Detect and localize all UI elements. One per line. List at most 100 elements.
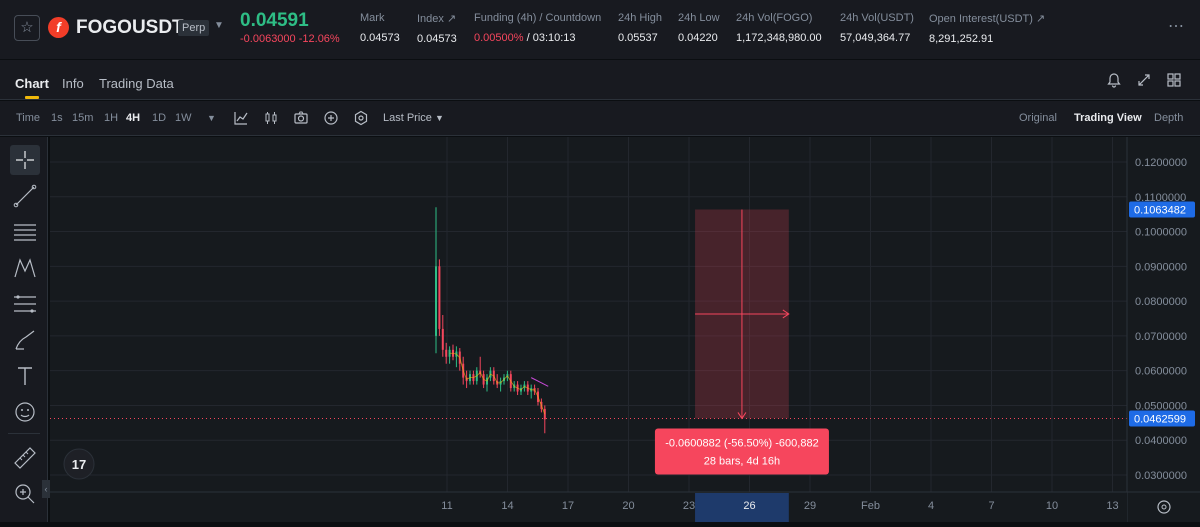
x-tick-label: 17 <box>562 500 574 512</box>
stat-label[interactable]: Open Interest(USDT) ↗ <box>929 13 1046 25</box>
collapse-toolbar-icon[interactable]: ‹ <box>42 480 50 498</box>
stat-label: Mark <box>360 12 385 24</box>
price-change-pct: -12.06% <box>298 33 340 45</box>
drawing-toolbar: ‹ <box>0 137 50 522</box>
trend-line <box>530 377 549 387</box>
price-source-select[interactable]: Last Price ▼ <box>383 112 444 124</box>
y-tick-label: 0.1200000 <box>1135 157 1187 169</box>
price-chart[interactable]: -0.0600882 (-56.50%) -600,882 28 bars, 4d… <box>50 137 1200 522</box>
tradingview-logo-icon: 17 <box>72 457 86 472</box>
stat-24h-vol-usdt: 24h Vol(USDT) 57,049,364.77 <box>840 12 914 44</box>
stat-value: 0.04573 <box>360 32 400 44</box>
measure-arrow-head <box>782 309 790 319</box>
tool-divider <box>8 433 40 434</box>
price-source-label: Last Price <box>383 112 432 124</box>
symbol-name[interactable]: FOGOUSDT <box>76 17 184 38</box>
measure-x-range <box>695 493 789 522</box>
y-tick-label: 0.0400000 <box>1135 435 1187 447</box>
stat-open-interest: Open Interest(USDT) ↗ 8,291,252.91 <box>929 12 1045 45</box>
x-tick-label: 14 <box>501 500 513 512</box>
pattern-tool-icon[interactable] <box>10 253 40 283</box>
stat-label: 24h Vol(FOGO) <box>736 12 813 24</box>
trend-line-tool-icon[interactable] <box>10 181 40 211</box>
perp-badge: Perp <box>178 20 210 36</box>
add-indicator-icon[interactable] <box>323 110 339 126</box>
y-tick-label: 0.1100000 <box>1135 192 1186 204</box>
x-tick-label: 4 <box>928 500 934 512</box>
chevron-down-icon: ▼ <box>434 113 444 123</box>
fib-tool-icon[interactable] <box>10 289 40 319</box>
tab-chart[interactable]: Chart <box>15 76 49 91</box>
bell-icon[interactable] <box>1106 72 1122 88</box>
stat-label: Funding (4h) / Countdown <box>474 12 602 24</box>
view-original[interactable]: Original <box>1019 112 1057 124</box>
interval-dropdown-icon[interactable]: ▼ <box>207 113 216 123</box>
candle-body <box>441 328 444 350</box>
ruler-tool-icon[interactable] <box>10 443 40 473</box>
interval-1w[interactable]: 1W <box>175 112 192 124</box>
layout-grid-icon[interactable] <box>1166 72 1182 88</box>
more-options-icon[interactable]: ⋯ <box>1168 18 1185 35</box>
x-tick-label: Feb <box>861 500 880 512</box>
stat-funding: Funding (4h) / Countdown 0.00500% / 03:1… <box>474 12 601 44</box>
price-change: -0.0063000 -12.06% <box>240 33 340 45</box>
y-tick-label: 0.0700000 <box>1135 331 1187 343</box>
favorite-star-icon[interactable]: ☆ <box>14 15 40 41</box>
indicator-chart-icon[interactable] <box>233 110 249 126</box>
stat-label[interactable]: Index ↗ <box>417 13 457 25</box>
stat-index: Index ↗ 0.04573 <box>417 12 457 45</box>
symbol-dropdown-icon[interactable]: ▼ <box>214 20 224 31</box>
stat-label: 24h Vol(USDT) <box>840 12 914 24</box>
measure-label-duration: 28 bars, 4d 16h <box>704 455 780 467</box>
camera-icon[interactable] <box>293 110 309 126</box>
tab-trading-data[interactable]: Trading Data <box>99 76 174 91</box>
x-axis-band <box>50 492 1127 522</box>
zoom-in-tool-icon[interactable] <box>10 479 40 509</box>
tab-info[interactable]: Info <box>62 76 84 91</box>
candle-type-icon[interactable] <box>263 110 279 126</box>
crosshair-tool-icon[interactable] <box>10 145 40 175</box>
view-trading-view[interactable]: Trading View <box>1074 112 1142 124</box>
funding-rate: 0.00500% <box>474 32 524 44</box>
horizontal-lines-tool-icon[interactable] <box>10 217 40 247</box>
interval-4h[interactable]: 4H <box>126 112 141 124</box>
interval-1h[interactable]: 1H <box>104 112 119 124</box>
y-axis: 0.1200000 0.1100000 0.1000000 0.0900000 0.08… <box>1126 137 1195 522</box>
interval-1d[interactable]: 1D <box>152 112 167 124</box>
stat-label: 24h Low <box>678 12 720 24</box>
stat-value: 0.05537 <box>618 32 658 44</box>
settings-hex-icon[interactable] <box>353 110 369 126</box>
measure-overlay: -0.0600882 (-56.50%) -600,882 28 bars, 4d… <box>63 209 829 480</box>
candle-body <box>435 266 437 336</box>
measure-label-box <box>654 428 829 475</box>
chart-area[interactable]: -0.0600882 (-56.50%) -600,882 28 bars, 4d… <box>50 137 1200 522</box>
y-tick-label: 0.0800000 <box>1135 296 1187 308</box>
expand-icon[interactable] <box>1136 72 1152 88</box>
stat-value: 0.00500% / 03:10:13 <box>474 32 601 44</box>
brush-tool-icon[interactable] <box>10 325 40 355</box>
chart-settings-icon <box>1157 500 1171 514</box>
y-tick-label: 0.0900000 <box>1135 261 1187 273</box>
fogo-logo-icon: f <box>48 17 69 38</box>
measure-arrow-head <box>737 412 747 420</box>
stat-mark: Mark 0.04573 <box>360 12 400 44</box>
y-tick-label: 0.0300000 <box>1135 470 1187 482</box>
y-tick-label: 0.1000000 <box>1135 227 1187 239</box>
time-label[interactable]: Time <box>16 112 41 124</box>
x-tick-label: 13 <box>1106 500 1118 512</box>
stat-value: 1,172,348,980.00 <box>736 32 822 44</box>
interval-15m[interactable]: 15m <box>72 112 94 124</box>
text-tool-icon[interactable] <box>10 361 40 391</box>
x-tick-label: 11 <box>441 500 452 512</box>
view-depth[interactable]: Depth <box>1154 112 1184 124</box>
emoji-tool-icon[interactable] <box>10 397 40 427</box>
stat-value: 0.04573 <box>417 33 457 45</box>
ticker-header: ☆ f FOGOUSDT Perp ▼ 0.04591 -0.0063000 -… <box>0 0 1200 60</box>
x-tick-label: 20 <box>622 500 634 512</box>
x-tick-label: 29 <box>804 500 816 512</box>
ma-line <box>449 352 546 415</box>
price-label-badge <box>1129 410 1195 427</box>
price-label-text: 0.0462599 <box>1134 413 1186 425</box>
interval-1s[interactable]: 1s <box>51 112 63 124</box>
last-price: 0.04591 <box>240 10 309 31</box>
